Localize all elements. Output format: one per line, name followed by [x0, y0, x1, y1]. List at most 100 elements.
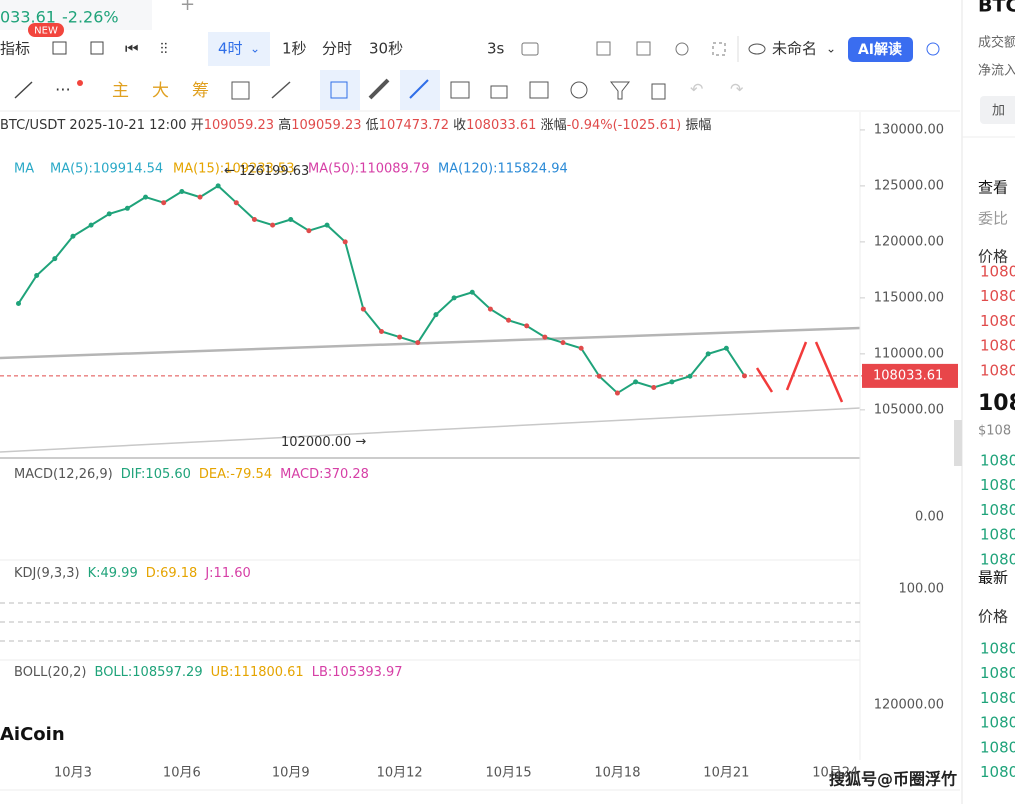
price-point — [34, 272, 40, 278]
icon[interactable] — [271, 81, 291, 99]
icon[interactable] — [596, 41, 611, 56]
rp-row: 1080 — [980, 263, 1015, 281]
indicator-button[interactable]: 指标 — [0, 40, 30, 58]
tool-active-bg — [400, 70, 440, 110]
add-button[interactable] — [980, 96, 1015, 124]
trend-line[interactable] — [0, 326, 861, 360]
line-tool[interactable] — [14, 81, 33, 99]
indicator-header: KDJ(9,3,3) K:49.99 D:69.18 J:11.60 — [14, 566, 251, 581]
price-point — [70, 233, 76, 239]
badge-bg — [28, 23, 64, 37]
interval-option[interactable]: 1秒 — [282, 40, 307, 58]
price-point — [742, 373, 747, 379]
undo[interactable]: ↶ — [690, 80, 703, 99]
interval-option[interactable]: 分时 — [322, 40, 352, 58]
ma15: MA(15):109233.53 — [173, 162, 294, 177]
indicator-name: MACD(12,26,9) — [14, 467, 113, 482]
trend-line[interactable] — [0, 407, 861, 453]
pen-icon[interactable] — [409, 79, 429, 99]
indicator-axis-label: 100.00 — [899, 582, 945, 597]
filter-icon[interactable] — [609, 81, 631, 100]
rp-turnover: 成交额 — [978, 35, 1015, 51]
price-point — [578, 345, 584, 351]
icon[interactable] — [52, 41, 67, 55]
tab[interactable] — [0, 0, 152, 30]
chips-tool[interactable]: 筹 — [192, 81, 209, 101]
more-tool[interactable]: ⋯ — [55, 80, 71, 99]
interval-button[interactable]: 4时 — [218, 40, 243, 58]
logo: AiCoin — [0, 724, 65, 745]
icon[interactable] — [231, 81, 250, 100]
current-price-label: 108033.61 — [873, 368, 943, 383]
add-tab[interactable]: + — [180, 0, 195, 15]
main-tool[interactable]: 主 — [112, 81, 129, 101]
price-point — [215, 183, 221, 189]
info-line: BTC/USDT 2025-10-21 12:00 开109059.23 高10… — [0, 117, 711, 133]
price-point — [596, 373, 602, 379]
price-point — [614, 390, 620, 396]
x-tick-label: 10月3 — [54, 766, 92, 781]
rp-row: 1080 — [980, 763, 1015, 781]
cloud-icon[interactable] — [748, 43, 766, 55]
x-tick-label: 10月9 — [272, 766, 310, 781]
forecast-arrows[interactable] — [755, 341, 844, 403]
tab-price: 033.61 — [0, 8, 56, 27]
ruler-icon[interactable] — [368, 78, 390, 100]
y-tick-label: 125000.00 — [874, 178, 944, 193]
collapse-handle[interactable] — [954, 420, 962, 466]
price-point — [197, 194, 203, 200]
time: 2025-10-21 12:00 — [69, 118, 186, 133]
icon[interactable] — [330, 81, 348, 99]
trash-icon[interactable] — [651, 83, 666, 100]
open: 109059.23 — [204, 118, 274, 133]
icon[interactable] — [450, 81, 470, 99]
close: 108033.61 — [466, 118, 536, 133]
rp-row: 1080 — [980, 337, 1015, 355]
rp-add[interactable]: 加 — [992, 104, 1005, 119]
amp-label: 振幅 — [685, 118, 711, 133]
rp-latest[interactable]: 最新 — [978, 569, 1008, 587]
low: 107473.72 — [379, 118, 449, 133]
icon[interactable]: ⏮ — [125, 40, 139, 58]
ma5: MA(5):109914.54 — [50, 162, 163, 177]
price-point — [542, 334, 548, 340]
y-tick-label: 130000.00 — [874, 122, 944, 137]
indicator-name: KDJ(9,3,3) — [14, 566, 80, 581]
ai-button[interactable] — [848, 37, 913, 62]
price-point — [288, 216, 294, 222]
share-icon[interactable] — [926, 42, 940, 56]
badge: NEW — [34, 26, 58, 37]
refresh-rate[interactable]: 3s — [487, 40, 505, 58]
icon[interactable]: ⫶⫶ — [160, 40, 168, 58]
indicator-header: MACD(12,26,9) DIF:105.60 DEA:-79.54 MACD:37… — [14, 467, 369, 482]
price-point — [179, 189, 185, 195]
x-tick-label: 10月15 — [486, 766, 532, 781]
indicator-axis-label: 0.00 — [915, 510, 944, 525]
dropdown-arrow[interactable]: ⌄ — [250, 42, 260, 56]
fullscreen-icon[interactable] — [712, 42, 726, 56]
icon[interactable] — [636, 41, 651, 56]
dropdown-arrow[interactable]: ⌄ — [826, 42, 836, 56]
icon[interactable] — [529, 81, 549, 99]
price-point — [143, 194, 149, 200]
price-point — [306, 228, 312, 234]
rp-ratio: 委比 — [978, 210, 1008, 228]
price-point — [124, 205, 130, 211]
interval-option[interactable]: 30秒 — [369, 40, 403, 58]
icon[interactable] — [90, 41, 104, 55]
magnet-icon[interactable] — [570, 81, 588, 99]
camera-icon[interactable] — [521, 42, 539, 56]
rp-row: 1080 — [980, 287, 1015, 305]
big-tool[interactable]: 大 — [152, 81, 169, 101]
rp-view[interactable]: 查看 — [978, 179, 1008, 197]
price-line — [17, 184, 746, 395]
rp-row: 1080 — [980, 714, 1015, 732]
settings-icon[interactable] — [675, 42, 689, 56]
ai-button-label[interactable]: AI解读 — [858, 41, 902, 58]
y-tick-label: 120000.00 — [874, 234, 944, 249]
layout-name[interactable]: 未命名 — [772, 40, 817, 58]
lock-icon[interactable] — [490, 85, 508, 99]
redo[interactable]: ↷ — [730, 80, 744, 99]
price-point — [360, 306, 366, 312]
